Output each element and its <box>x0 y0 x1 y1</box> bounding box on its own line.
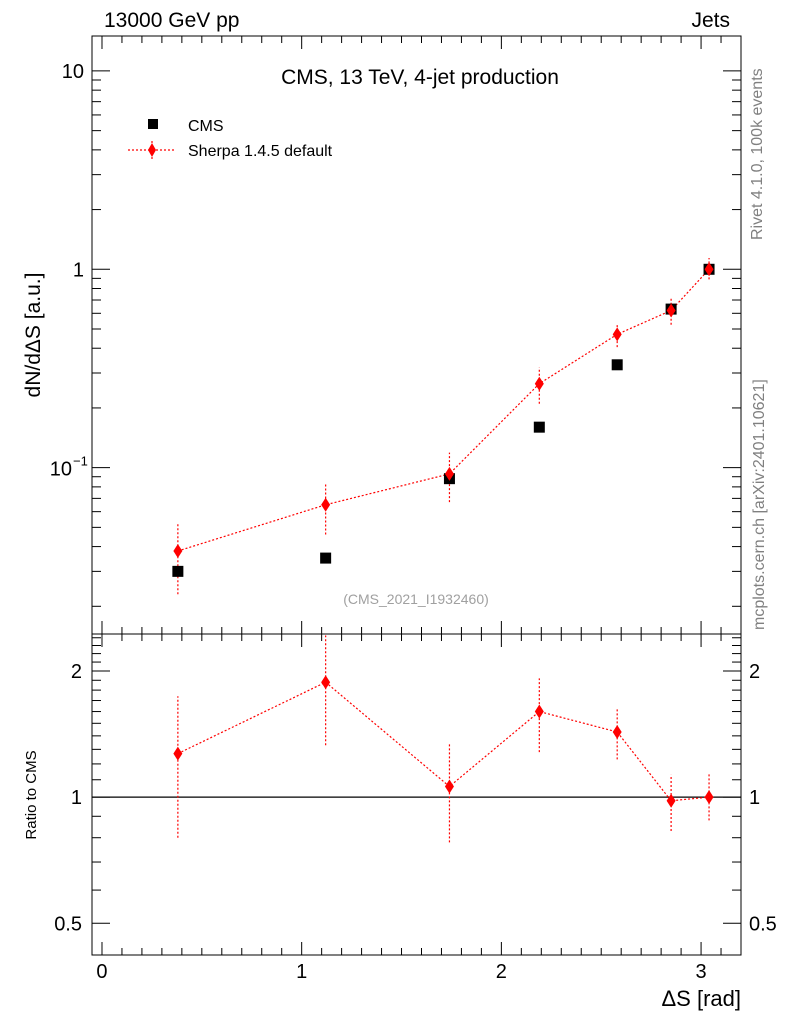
cms-point <box>533 421 545 433</box>
ratio-line <box>177 681 710 802</box>
legend-sherpa-label: Sherpa 1.4.5 default <box>188 143 333 160</box>
ratio-point <box>444 779 454 794</box>
main-title: CMS, 13 TeV, 4-jet production <box>281 66 559 89</box>
main-y-tick-label-0: 10 <box>50 459 72 481</box>
main-y-tick-label-1: 1 <box>73 259 84 281</box>
cms-point <box>320 552 332 564</box>
ratio-y-axis-label: Ratio to CMS <box>23 750 40 839</box>
analysis-id: (CMS_2021_I1932460) <box>343 591 489 607</box>
rivet-label: Rivet 4.1.0, 100k events <box>749 68 766 240</box>
ratio-frame <box>91 633 742 956</box>
sherpa-point <box>444 466 454 481</box>
main-y-tick-label-2: 10 <box>62 61 84 83</box>
ratio-point <box>173 746 183 761</box>
sherpa-point <box>666 303 676 318</box>
ratio-y-tick-label-left-1: 1 <box>71 787 82 809</box>
ratio-y-tick-label-right-2: 2 <box>749 661 760 683</box>
cms-point <box>172 565 184 577</box>
header-left: 13000 GeV pp <box>104 9 239 32</box>
ratio-y-tick-label-right-0: 0.5 <box>749 913 777 935</box>
ratio-y-tick-label-left-0: 0.5 <box>54 913 82 935</box>
x-tick-label-1: 1 <box>296 961 307 983</box>
sherpa-point <box>534 376 544 391</box>
ratio-point <box>321 675 331 690</box>
sherpa-point <box>321 497 331 512</box>
header-right: Jets <box>691 9 730 32</box>
x-axis-label: ΔS [rad] <box>661 986 741 1011</box>
ratio-point <box>612 724 622 739</box>
sherpa-point <box>173 544 183 559</box>
main-y-tick-exponent-0: −1 <box>73 454 88 469</box>
sherpa-point <box>612 327 622 342</box>
x-axis: 0 1 2 3 <box>96 36 742 983</box>
ratio-point <box>534 704 544 719</box>
legend-cms-marker <box>148 119 158 129</box>
main-y-axis-label: dN/dΔS [a.u.] <box>22 273 45 398</box>
ratio-plot: 0.5 0.5 1 1 2 2 <box>54 633 777 956</box>
ratio-y-tick-label-right-1: 1 <box>749 787 760 809</box>
cms-point <box>611 359 623 371</box>
legend: CMS Sherpa 1.4.5 default <box>128 118 333 160</box>
legend-cms-label: CMS <box>188 118 224 135</box>
legend-sherpa-marker <box>148 143 156 157</box>
sherpa-line <box>177 268 710 552</box>
ratio-point <box>666 793 676 808</box>
ratio-point <box>704 790 714 805</box>
ratio-y-tick-label-left-2: 2 <box>71 661 82 683</box>
x-tick-label-3: 3 <box>695 961 706 983</box>
sherpa-point <box>704 262 714 277</box>
x-tick-label-0: 0 <box>96 961 107 983</box>
source-label: mcplots.cern.ch [arXiv:2401.10621] <box>751 379 768 630</box>
x-tick-label-2: 2 <box>496 961 507 983</box>
